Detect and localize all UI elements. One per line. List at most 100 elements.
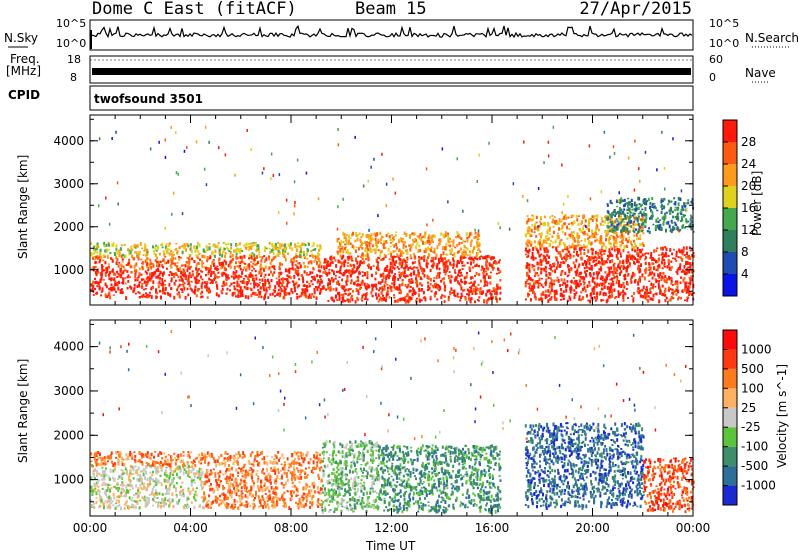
power-panel-cell — [639, 268, 641, 272]
power-panel-cell — [273, 268, 276, 271]
power-panel-cell — [583, 270, 586, 274]
power-panel-cell — [669, 248, 672, 252]
power-panel-cell — [477, 232, 480, 237]
power-panel-cell — [555, 250, 558, 253]
power-panel-cell — [665, 247, 668, 252]
power-panel-cell — [660, 275, 663, 279]
power-panel-cell — [212, 263, 215, 267]
power-panel-cell — [548, 284, 551, 289]
power-panel-cell — [619, 221, 622, 225]
power-panel-cell — [599, 240, 602, 243]
power-panel-cell — [295, 248, 298, 253]
power-panel-cell — [276, 248, 279, 252]
power-panel-cell — [118, 251, 121, 256]
power-panel-cell — [425, 259, 428, 263]
power-panel-cell — [674, 222, 677, 226]
power-panel-cell — [259, 268, 262, 273]
power-panel-cell — [572, 231, 575, 234]
power-panel-cell — [665, 211, 668, 214]
power-panel-cell — [491, 257, 494, 260]
power-panel-cell — [367, 256, 370, 261]
power-panel-cell — [190, 288, 193, 292]
power-panel-cell — [562, 294, 565, 298]
power-panel-cell — [171, 259, 174, 262]
power-panel-cell — [155, 264, 158, 267]
power-panel-cell — [618, 199, 620, 203]
power-panel-cell — [689, 292, 692, 295]
power-panel-cell — [206, 248, 209, 252]
power-panel-cell — [623, 224, 626, 226]
power-panel-cell — [613, 266, 616, 270]
power-panel-cell — [566, 254, 569, 258]
power-panel-cell — [424, 297, 427, 302]
power-panel-cell — [635, 245, 637, 248]
velocity-panel-cell — [96, 470, 99, 474]
velocity-panel-cell — [96, 474, 98, 478]
power-panel-cell — [414, 281, 417, 284]
power-panel-cell — [369, 234, 372, 238]
power-panel-cell — [331, 297, 334, 302]
power-panel-colorbar-segment — [723, 252, 737, 274]
power-panel-cell — [457, 234, 459, 238]
power-panel-cell — [387, 277, 390, 280]
power-panel-cell — [342, 241, 345, 244]
power-panel-cell — [540, 283, 543, 287]
power-panel-cell — [674, 257, 677, 260]
power-panel-cell — [594, 255, 597, 259]
velocity-panel-cell — [97, 488, 100, 492]
power-panel-cell — [162, 282, 164, 286]
power-panel-cell — [595, 296, 598, 301]
power-panel-cell — [178, 296, 181, 299]
power-panel-cell — [339, 265, 342, 268]
power-panel-cell — [620, 270, 623, 274]
power-panel-cell — [600, 254, 603, 256]
power-panel-cell — [460, 237, 463, 241]
power-panel-cell — [122, 280, 124, 285]
power-panel-cell — [583, 260, 586, 264]
power-panel-cell — [496, 283, 499, 287]
power-panel-cell — [615, 218, 618, 220]
power-panel-cell — [576, 269, 579, 274]
power-panel-cell — [470, 234, 473, 236]
velocity-panel-cell — [100, 496, 103, 501]
power-panel-cell — [359, 261, 362, 265]
power-panel-cell — [230, 275, 233, 278]
power-panel-cell — [545, 281, 547, 285]
power-panel-cell — [146, 257, 149, 260]
power-panel-cell — [296, 255, 299, 258]
power-panel-cell — [331, 269, 334, 272]
power-panel-cell — [606, 224, 609, 228]
power-panel-cell — [191, 257, 194, 261]
power-panel-cell — [610, 212, 613, 216]
power-panel-cell — [444, 284, 446, 289]
power-panel-cell — [488, 297, 491, 301]
power-panel-cell — [663, 198, 666, 201]
power-panel-cell — [593, 231, 596, 234]
power-panel-cell — [115, 248, 118, 251]
power-panel-cell — [239, 275, 242, 278]
power-panel-cell — [689, 264, 692, 268]
power-panel-ytick-label: 1000 — [53, 263, 84, 277]
power-panel-cell — [253, 253, 256, 258]
power-panel-cell — [158, 273, 161, 277]
power-panel-cell — [359, 238, 362, 242]
power-panel-cell — [639, 218, 642, 221]
power-panel-cell — [156, 261, 158, 263]
power-panel-cell — [329, 256, 332, 261]
power-panel-cell — [180, 284, 183, 286]
power-panel-cell — [122, 265, 125, 268]
power-panel-cell — [643, 253, 646, 256]
power-panel-cell — [250, 148, 252, 151]
power-panel-cell — [253, 279, 256, 284]
power-panel-cell — [96, 255, 99, 258]
power-panel-cell — [111, 137, 113, 140]
power-panel-cell — [460, 242, 463, 244]
power-panel-cell — [201, 263, 204, 267]
power-panel-cell — [429, 268, 432, 273]
power-panel-cell — [194, 249, 197, 253]
power-panel-cell — [622, 267, 625, 270]
power-panel-cell — [375, 258, 378, 262]
power-panel-cell — [574, 264, 577, 269]
power-panel-cell — [181, 212, 184, 216]
